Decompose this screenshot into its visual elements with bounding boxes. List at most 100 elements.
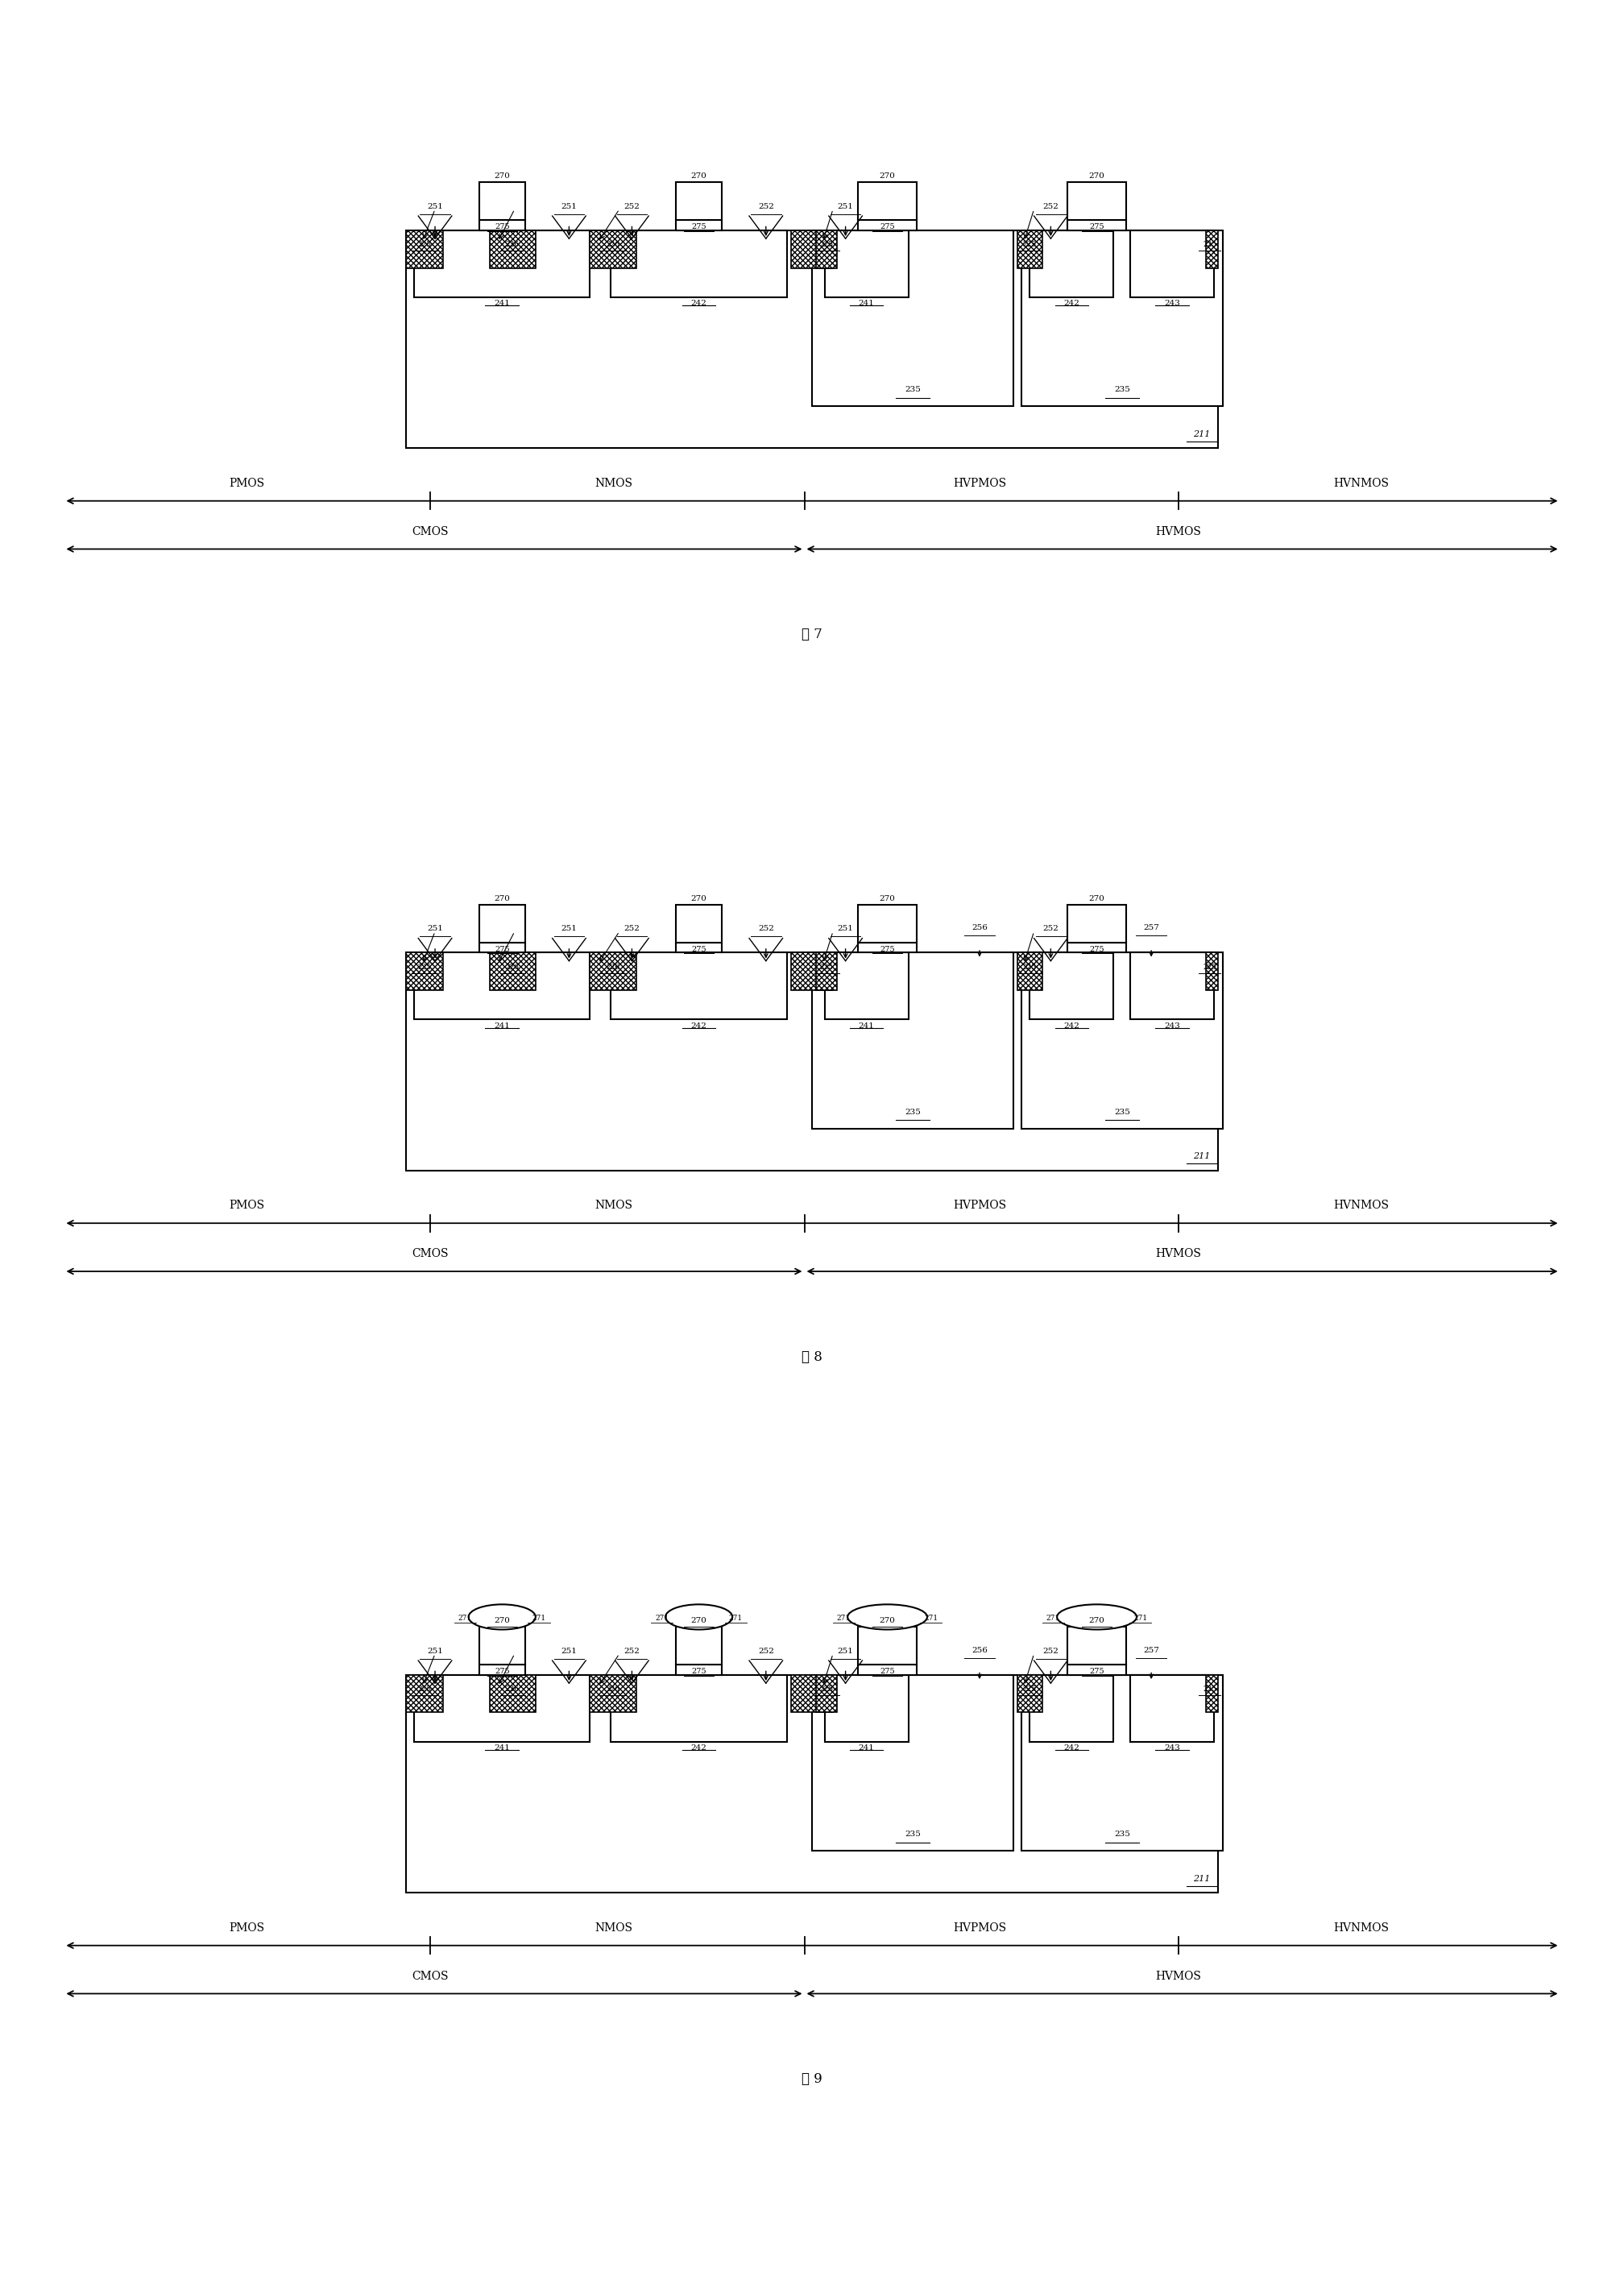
Text: 图 7: 图 7 [802, 628, 822, 642]
Text: 242: 242 [1064, 1023, 1080, 1030]
Text: 252: 252 [624, 202, 640, 211]
Text: 275: 275 [1090, 1667, 1104, 1676]
Text: 241: 241 [494, 1745, 510, 1752]
Text: 226: 226 [505, 241, 520, 248]
Text: 241: 241 [494, 300, 510, 307]
Bar [406, 1674, 1218, 1892]
Bar [676, 1628, 723, 1665]
Bar [479, 183, 525, 220]
Text: 270: 270 [494, 172, 510, 179]
Text: 252: 252 [1043, 1646, 1059, 1656]
Bar [611, 1674, 788, 1743]
Bar [857, 220, 916, 229]
Bar [1021, 229, 1223, 406]
Text: 243: 243 [1164, 1745, 1181, 1752]
Text: 252: 252 [1043, 924, 1059, 933]
Text: 243: 243 [1164, 1023, 1181, 1030]
Bar [825, 229, 908, 298]
Bar [1130, 952, 1215, 1020]
Text: 251: 251 [838, 924, 854, 933]
Text: 226: 226 [606, 963, 620, 970]
Text: 252: 252 [1043, 202, 1059, 211]
Bar [406, 952, 443, 991]
Text: 242: 242 [690, 300, 706, 307]
Bar [1130, 1674, 1215, 1743]
Bar [817, 952, 836, 991]
Text: 241: 241 [859, 1023, 874, 1030]
Text: 241: 241 [859, 1745, 874, 1752]
Text: 235: 235 [905, 1830, 921, 1839]
Text: 225: 225 [1023, 963, 1036, 970]
Text: PMOS: PMOS [229, 477, 265, 488]
Text: 271: 271 [836, 1614, 851, 1621]
Bar [1017, 952, 1043, 991]
Text: 226: 226 [505, 963, 520, 970]
Bar [479, 1665, 525, 1674]
Text: 257: 257 [1143, 924, 1160, 931]
Bar [479, 906, 525, 942]
Text: HVPMOS: HVPMOS [953, 1922, 1007, 1933]
Bar [1067, 220, 1125, 229]
Text: 226: 226 [606, 1685, 620, 1692]
Bar [414, 952, 590, 1020]
Bar [791, 952, 833, 991]
Bar [791, 229, 833, 268]
Bar [590, 229, 637, 268]
Bar [676, 906, 723, 942]
Text: 图 8: 图 8 [802, 1351, 822, 1364]
Text: 270: 270 [1088, 172, 1104, 179]
Text: 241: 241 [494, 1023, 510, 1030]
Bar [1067, 906, 1125, 942]
Text: 241: 241 [859, 300, 874, 307]
Text: 275: 275 [1090, 945, 1104, 954]
Bar [857, 183, 916, 220]
Text: 252: 252 [624, 924, 640, 933]
Text: HVPMOS: HVPMOS [953, 477, 1007, 488]
Text: 252: 252 [758, 202, 775, 211]
Text: 270: 270 [879, 894, 895, 901]
Text: 270: 270 [494, 1617, 510, 1623]
Text: 256: 256 [971, 1646, 987, 1653]
Text: 270: 270 [690, 172, 706, 179]
Text: 251: 251 [838, 1646, 854, 1656]
Bar [676, 942, 723, 952]
Bar [1021, 952, 1223, 1128]
Bar [1030, 952, 1114, 1020]
Text: HVNMOS: HVNMOS [1333, 1922, 1390, 1933]
Text: 252: 252 [758, 924, 775, 933]
Text: CMOS: CMOS [412, 525, 448, 537]
Bar [414, 229, 590, 298]
Bar [590, 1674, 637, 1713]
Text: 242: 242 [1064, 1745, 1080, 1752]
Text: 270: 270 [879, 172, 895, 179]
Text: 225: 225 [417, 241, 432, 248]
Text: 275: 275 [880, 945, 895, 954]
Text: 225: 225 [1203, 963, 1216, 970]
Text: 275: 275 [495, 945, 510, 954]
Text: 270: 270 [879, 1617, 895, 1623]
Ellipse shape [848, 1605, 927, 1630]
Bar [489, 229, 536, 268]
Text: 275: 275 [692, 1667, 706, 1676]
Text: 270: 270 [1088, 1617, 1104, 1623]
Text: 270: 270 [494, 894, 510, 901]
Ellipse shape [1057, 1605, 1137, 1630]
Text: 235: 235 [1114, 1108, 1130, 1117]
Text: 256: 256 [971, 924, 987, 931]
Text: PMOS: PMOS [229, 1922, 265, 1933]
Text: 252: 252 [758, 1646, 775, 1656]
Bar [825, 1674, 908, 1743]
Bar [406, 229, 443, 268]
Bar [812, 1674, 1013, 1850]
Text: CMOS: CMOS [412, 1247, 448, 1259]
Text: 271: 271 [924, 1614, 939, 1621]
Ellipse shape [666, 1605, 732, 1630]
Bar [676, 183, 723, 220]
Text: 275: 275 [495, 1667, 510, 1676]
Text: HVMOS: HVMOS [1155, 525, 1202, 537]
Text: 242: 242 [690, 1023, 706, 1030]
Bar [1017, 229, 1043, 268]
Text: 275: 275 [692, 945, 706, 954]
Bar [1021, 1674, 1223, 1850]
Text: 235: 235 [905, 1108, 921, 1117]
